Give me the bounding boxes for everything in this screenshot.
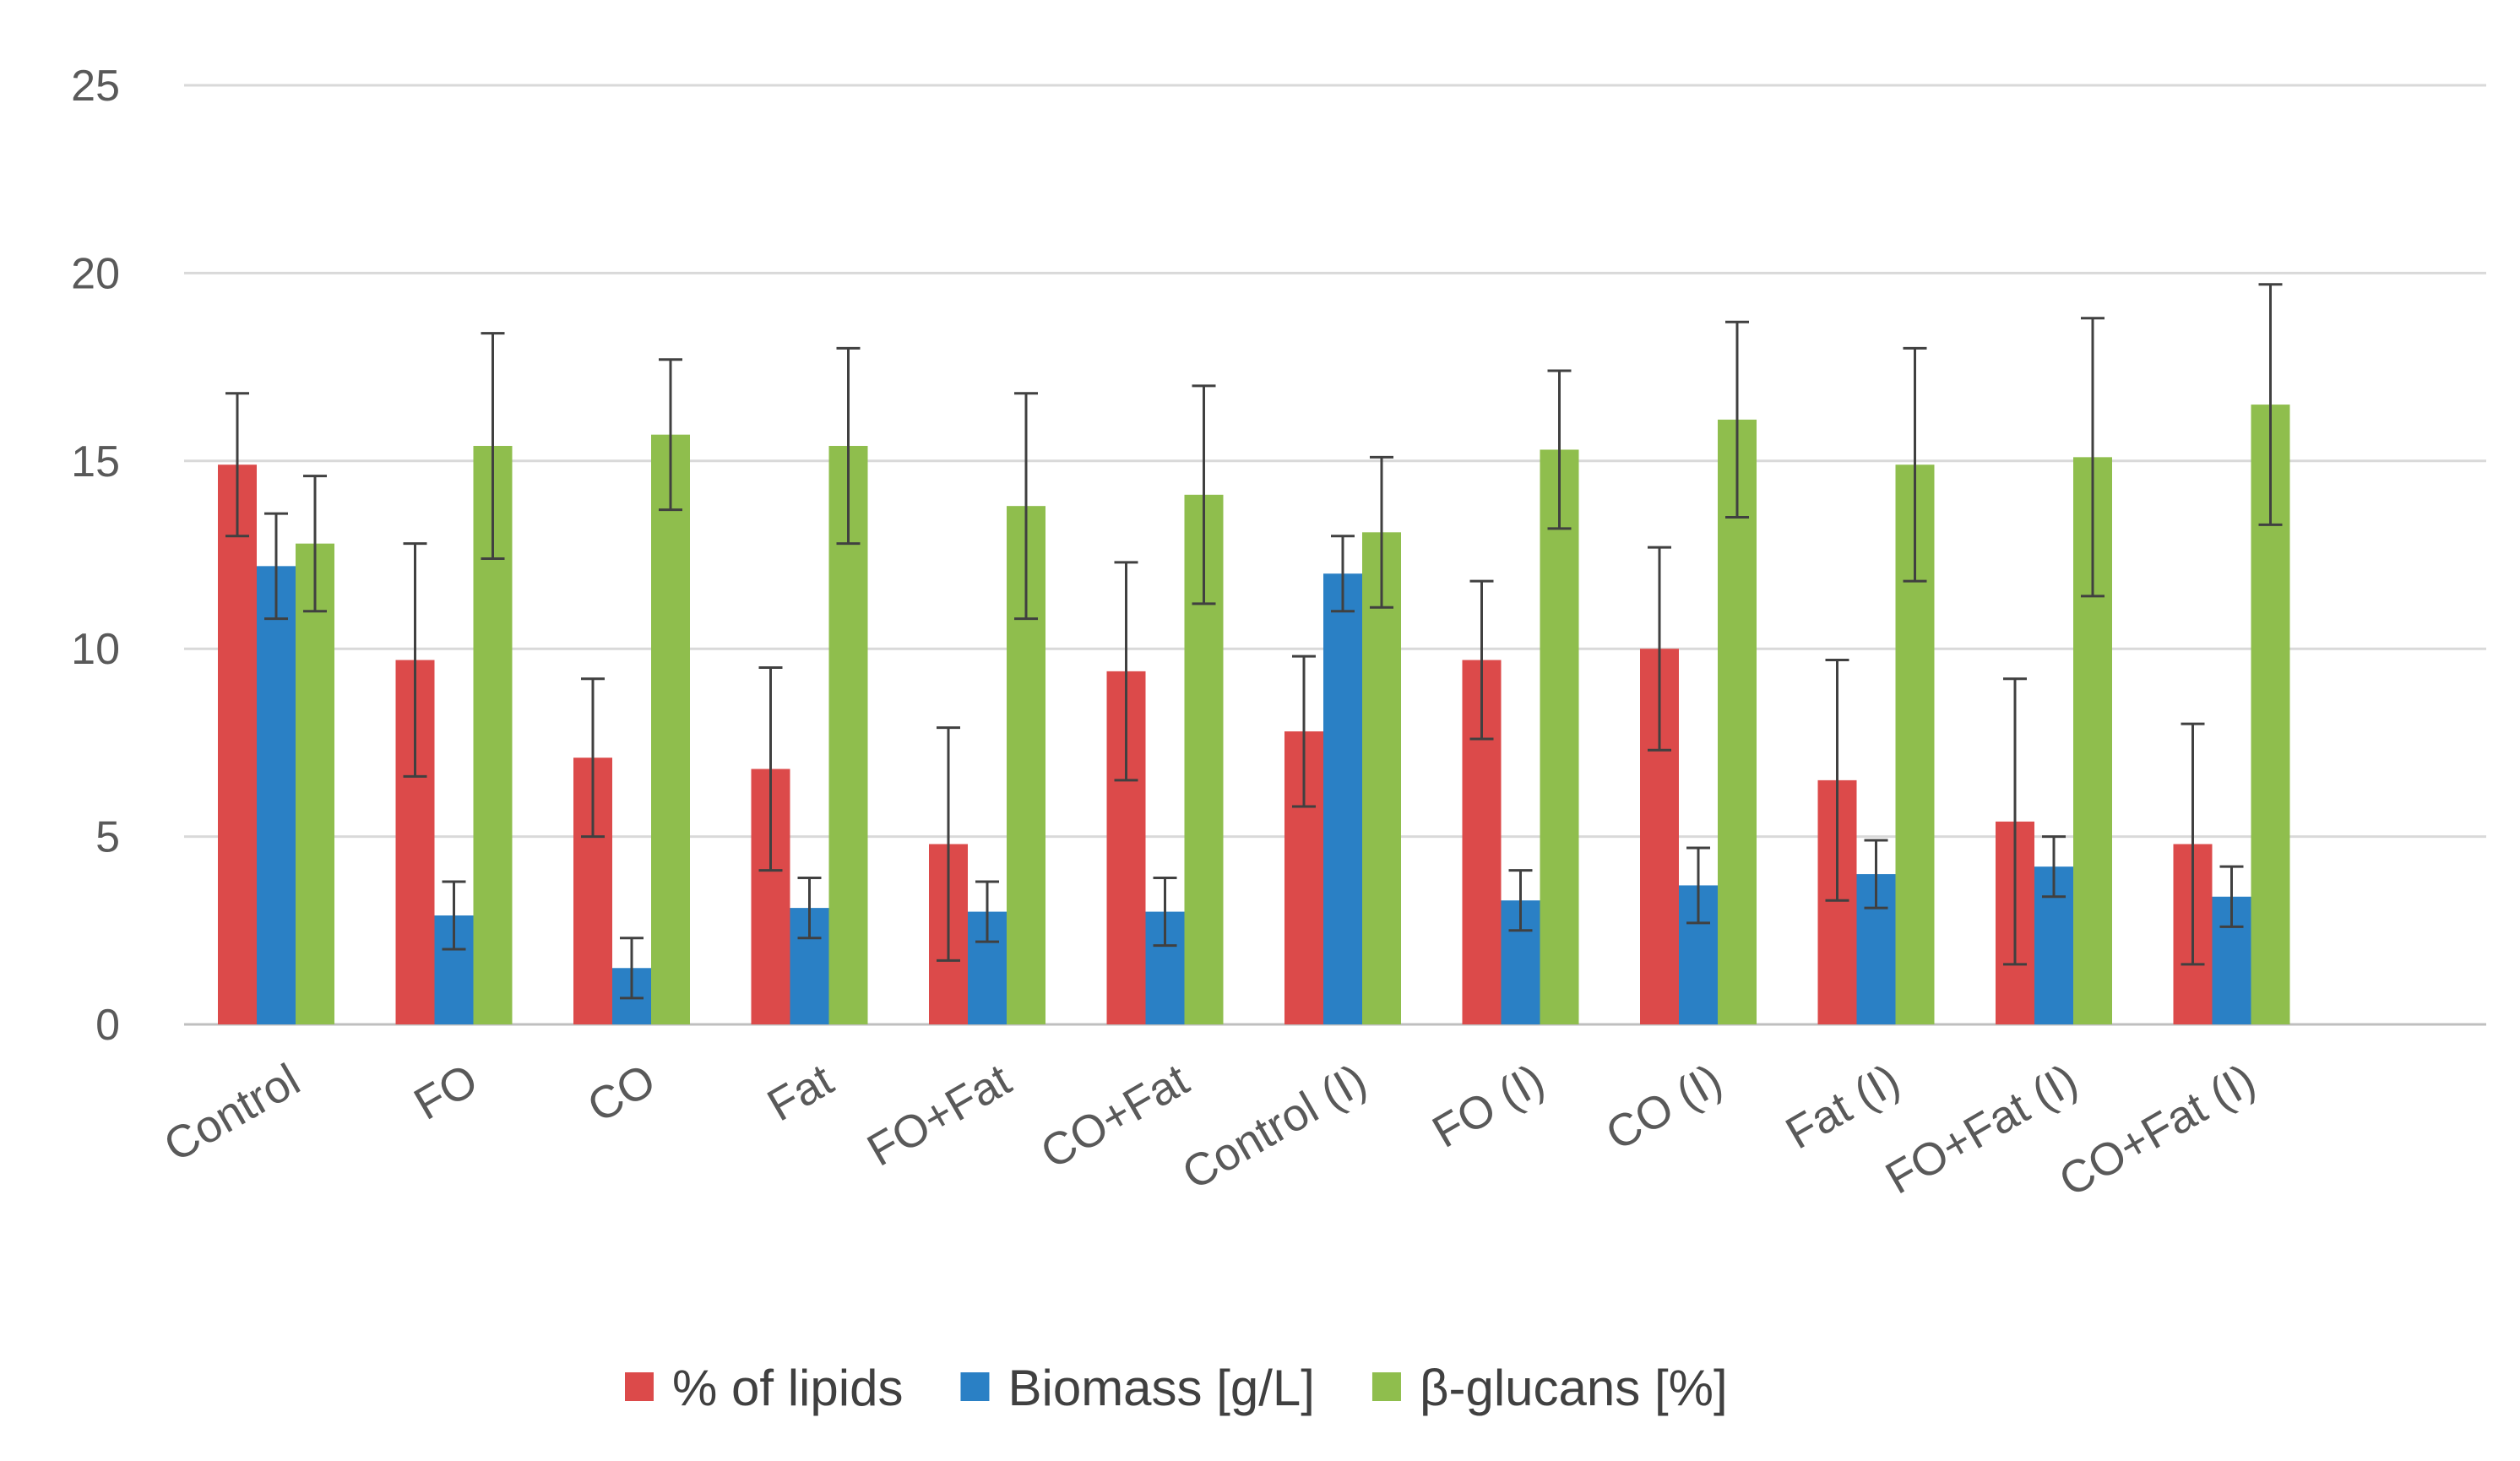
y-axis-tick-labels: 0 5 10 15 20 25 <box>71 62 120 1050</box>
legend-swatch <box>1371 1372 1401 1401</box>
bar-biomass <box>1323 573 1362 1024</box>
legend-swatch <box>960 1372 990 1401</box>
x-category-label: Control (I) <box>1174 1054 1375 1199</box>
error-bars <box>225 283 2283 1000</box>
x-category-label: Control <box>155 1054 308 1171</box>
bars <box>218 405 2290 1025</box>
x-category-label: FO <box>406 1054 486 1129</box>
y-tick-label: 10 <box>71 625 120 674</box>
bar-lipids <box>218 464 257 1024</box>
x-category-label: FO+Fat <box>859 1054 1019 1176</box>
y-tick-label: 5 <box>95 813 120 862</box>
x-category-label: CO (I) <box>1598 1054 1730 1160</box>
y-tick-label: 25 <box>71 62 120 111</box>
y-tick-label: 20 <box>71 249 120 298</box>
bar-glucans <box>651 434 690 1024</box>
y-tick-label: 0 <box>95 1001 120 1050</box>
x-category-label: CO+Fat <box>1032 1054 1197 1178</box>
bar-glucans <box>296 543 334 1024</box>
x-category-label: FO+Fat (I) <box>1877 1054 2086 1203</box>
x-category-label: CO+Fat (I) <box>2050 1054 2263 1206</box>
legend: % of lipids Biomass [g/L] β-glucans [%] <box>625 1360 1728 1416</box>
legend-swatch <box>625 1372 654 1401</box>
legend-label: Biomass [g/L] <box>1007 1360 1315 1416</box>
bar-biomass <box>257 566 296 1024</box>
x-category-label: Fat <box>759 1054 842 1131</box>
x-category-label: FO (I) <box>1424 1054 1552 1157</box>
y-tick-label: 15 <box>71 437 120 486</box>
bar-glucans <box>1362 532 1401 1024</box>
legend-label: % of lipids <box>672 1360 903 1416</box>
bar-glucans <box>1718 419 1757 1024</box>
x-category-label: Fat (I) <box>1778 1054 1909 1159</box>
x-category-label: CO <box>579 1054 664 1132</box>
bar-glucans <box>1540 449 1579 1024</box>
legend-label: β-glucans [%] <box>1420 1360 1728 1416</box>
